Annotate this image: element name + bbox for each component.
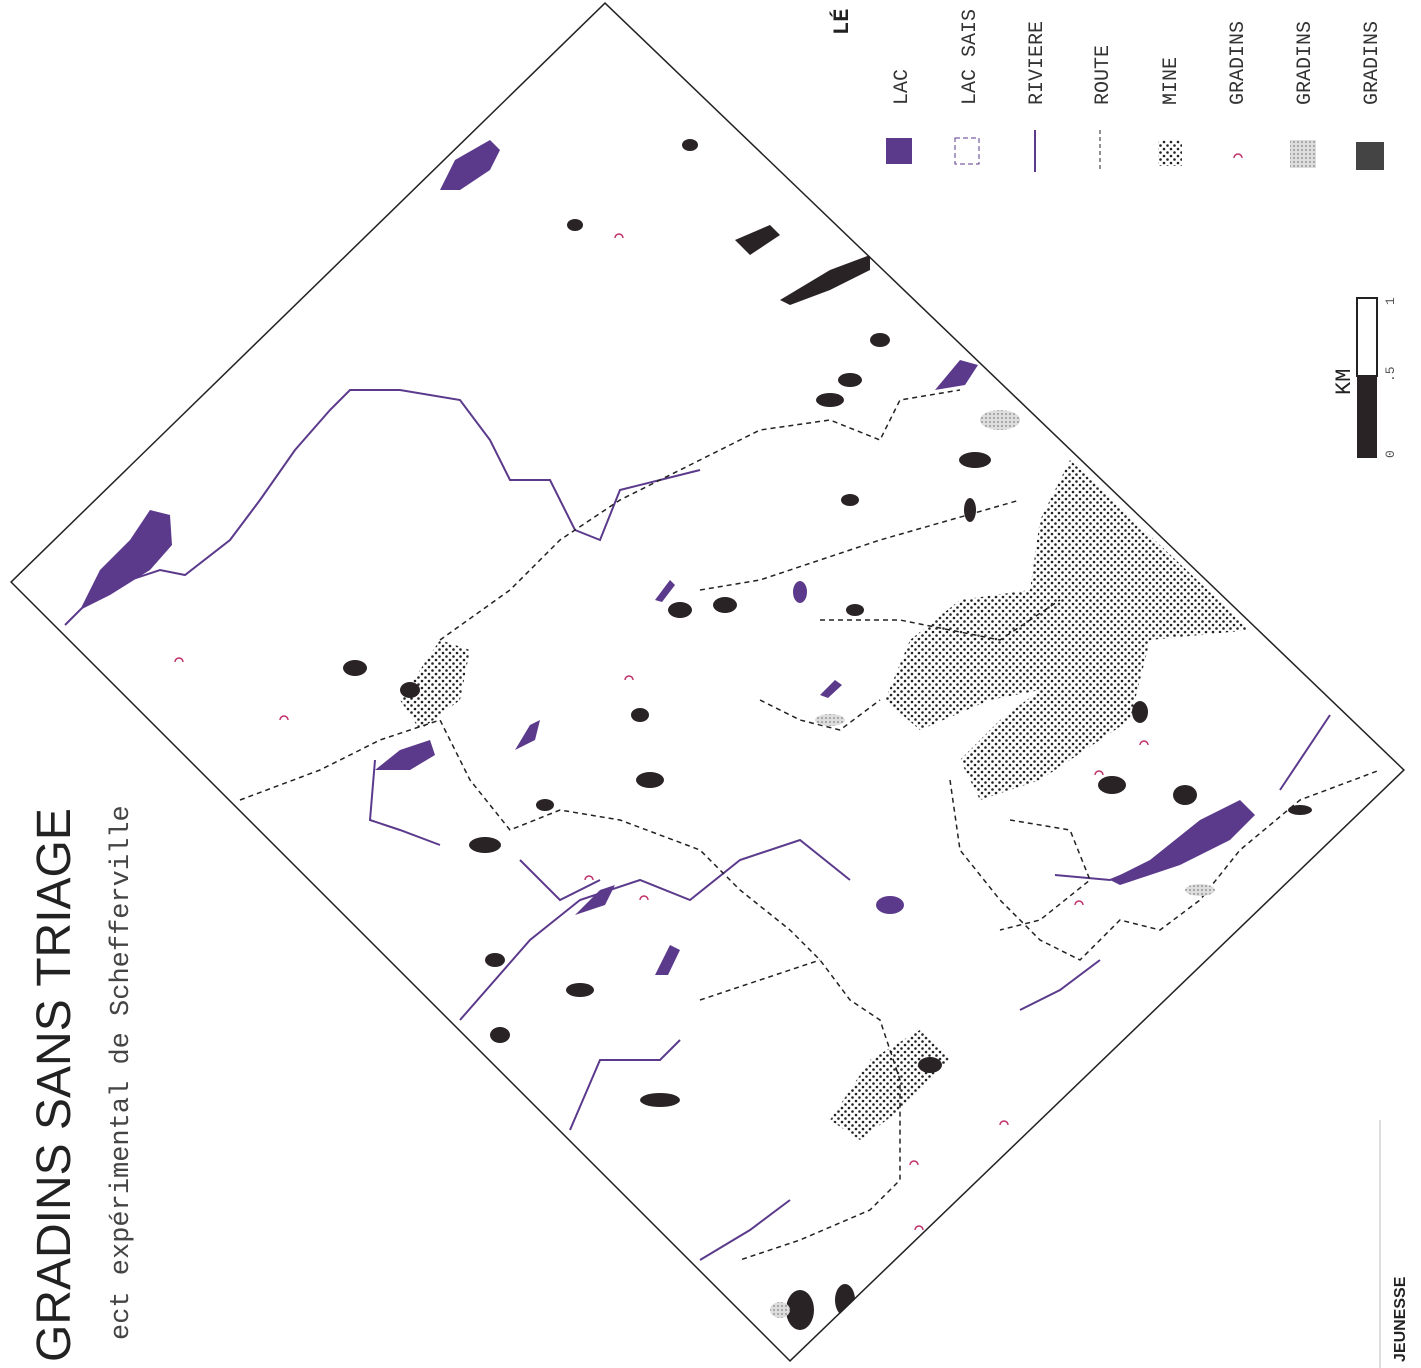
legend-symbol — [1158, 140, 1182, 166]
legend-symbol — [955, 138, 979, 164]
map-subtitle: ect expérimental de Schefferville — [107, 805, 137, 1340]
legend-label: GRADINS — [1361, 21, 1384, 105]
map-page: GRADINS SANS TRIAGE ect expérimental de … — [0, 0, 1421, 1368]
legend-label: RIVIERE — [1026, 21, 1049, 105]
legend-label: MINE — [1160, 57, 1183, 105]
legend-label: ROUTE — [1092, 45, 1115, 105]
scale-bar: KM 0 .5 1 — [1332, 297, 1398, 458]
legend-label: LAC SAIS — [959, 9, 982, 105]
legend-symbol — [1290, 140, 1316, 168]
scale-tick: .5 — [1383, 366, 1398, 382]
scale-tick: 1 — [1383, 297, 1398, 305]
legend: LÉ LAC LAC SAIS RIVIERE ROUTE MINE GRADI… — [829, 9, 1384, 172]
legend-symbol — [886, 138, 912, 164]
legend-label: GRADINS — [1227, 21, 1250, 105]
map-area — [10, 2, 1405, 1362]
legend-symbol — [1234, 154, 1242, 158]
legend-label: GRADINS — [1294, 21, 1317, 105]
map-title: GRADINS SANS TRIAGE — [28, 808, 81, 1362]
footer: JEUNESSE — [1392, 1276, 1409, 1362]
scale-unit: KM — [1332, 369, 1357, 395]
legend-symbol — [1356, 142, 1384, 170]
legend-title: LÉ — [829, 9, 855, 35]
legend-label: LAC — [891, 69, 914, 105]
scale-tick: 0 — [1383, 450, 1398, 458]
